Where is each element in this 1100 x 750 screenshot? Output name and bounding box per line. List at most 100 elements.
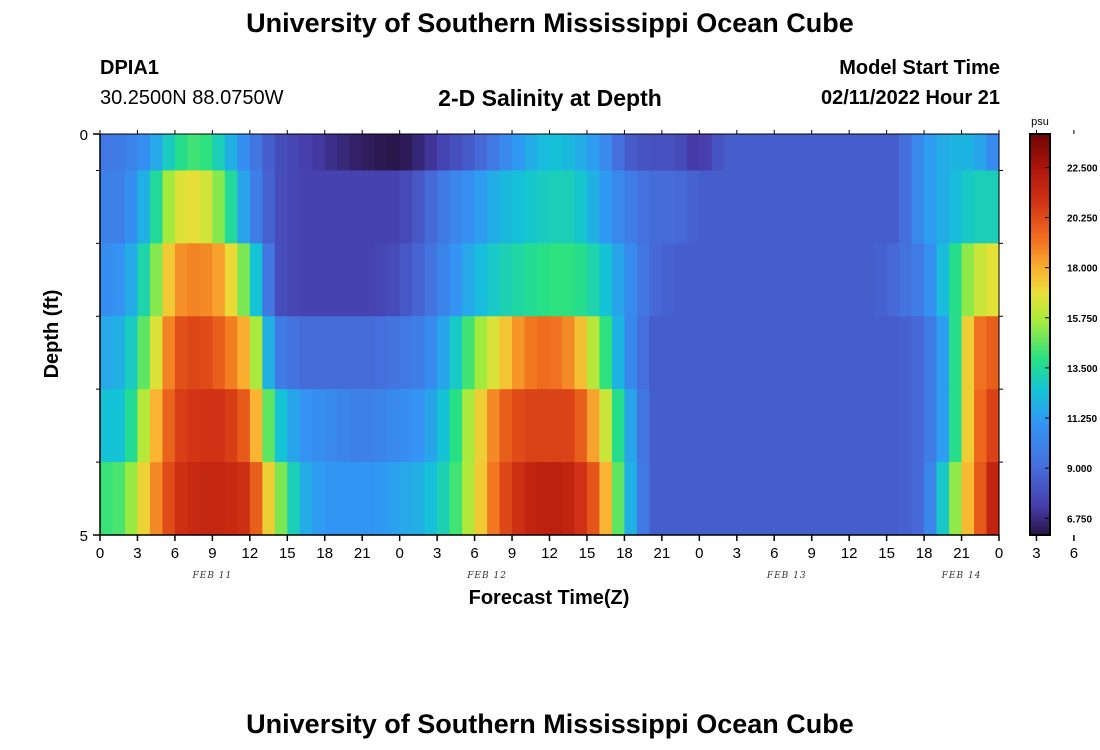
heatmap-cell [262,243,276,317]
heatmap-cell [337,134,351,171]
heatmap-cell [624,316,638,390]
heatmap-cell [212,316,226,390]
heatmap-cell [874,170,888,244]
heatmap-cell [237,389,251,463]
heatmap-cell [686,462,700,536]
heatmap-cell [112,462,126,536]
heatmap-cell [686,134,700,171]
heatmap-cell [174,170,189,244]
heatmap-cell [537,316,551,390]
heatmap-cell [911,462,925,536]
heatmap-cell [287,389,301,463]
heatmap-cell [574,170,588,244]
heatmap-cell [487,243,501,317]
heatmap-cell [387,243,401,317]
heatmap-cell [936,170,950,244]
x-tick-label: 12 [841,545,858,562]
heatmap-cell [487,170,501,244]
heatmap-cell [512,462,526,536]
heatmap-cell [199,316,213,390]
heatmap-cell [924,462,938,536]
heatmap-cell [162,316,176,390]
heatmap-cell [674,243,688,317]
heatmap-cell [849,316,863,390]
heatmap-cell [449,170,463,244]
heatmap-cell [124,462,139,536]
heatmap-cell [149,170,164,244]
heatmap-cell [599,134,613,171]
heatmap-cell [149,316,164,390]
x-tick-label: 21 [354,545,371,562]
heatmap-cell [711,134,725,171]
heatmap-cell [924,134,938,171]
heatmap-cell [312,389,326,463]
heatmap-cell [524,462,538,536]
heatmap-cell [636,243,650,317]
heatmap-cell [699,134,713,171]
heatmap-cell [611,389,626,463]
heatmap-cell [699,243,713,317]
heatmap-cell [949,389,963,463]
heatmap-cell [312,134,326,171]
heatmap-cell [387,316,401,390]
heatmap-cell [836,316,850,390]
heatmap-cell [936,316,950,390]
heatmap-cell [649,316,663,390]
heatmap-cell [499,134,513,171]
date-label: FEB 12 [466,571,507,581]
heatmap-cell [524,316,538,390]
heatmap-cell [974,134,988,171]
heatmap-cell [874,243,888,317]
heatmap-cell [749,243,763,317]
heatmap-layer [100,316,1000,390]
heatmap-cell [424,389,438,463]
heatmap-cell [861,243,875,317]
heatmap-cell [100,170,114,244]
heatmap-cell [199,134,213,171]
heatmap-cell [986,316,1000,390]
heatmap-cell [661,316,675,390]
heatmap-cell [537,170,551,244]
heatmap-cell [100,462,114,536]
heatmap-cell [786,243,800,317]
heatmap-layer [100,462,1000,536]
heatmap-cell [112,389,126,463]
heatmap-cell [474,170,488,244]
x-tick-label: 9 [508,545,516,562]
heatmap-cell [924,389,938,463]
heatmap-cell [949,316,963,390]
heatmap-cell [174,316,189,390]
heatmap-cell [699,170,713,244]
heatmap-cell [836,170,850,244]
heatmap-cell [362,316,376,390]
heatmap-cell [149,134,164,171]
heatmap-cell [524,389,538,463]
heatmap-cell [487,462,501,536]
heatmap-cell [437,134,451,171]
heatmap-cell [986,389,1000,463]
heatmap-cell [399,243,413,317]
heatmap-cell [711,316,725,390]
heatmap-cell [337,389,351,463]
heatmap-cell [337,316,351,390]
heatmap-cell [362,134,376,171]
heatmap-cell [724,316,738,390]
heatmap-cell [512,389,526,463]
heatmap-cell [199,243,213,317]
heatmap-cell [661,243,675,317]
heatmap-cell [537,462,551,536]
heatmap-cell [112,170,126,244]
heatmap-cell [349,462,363,536]
heatmap-cell [449,389,463,463]
heatmap-cell [874,316,888,390]
heatmap-cell [174,243,189,317]
heatmap-cell [761,170,775,244]
heatmap-cell [449,316,463,390]
heatmap-cell [886,170,900,244]
heatmap-cell [911,170,925,244]
heatmap-cell [861,170,875,244]
heatmap-cell [611,134,626,171]
heatmap-cell [599,389,613,463]
heatmap-cell [374,170,388,244]
heatmap-cell [686,389,700,463]
